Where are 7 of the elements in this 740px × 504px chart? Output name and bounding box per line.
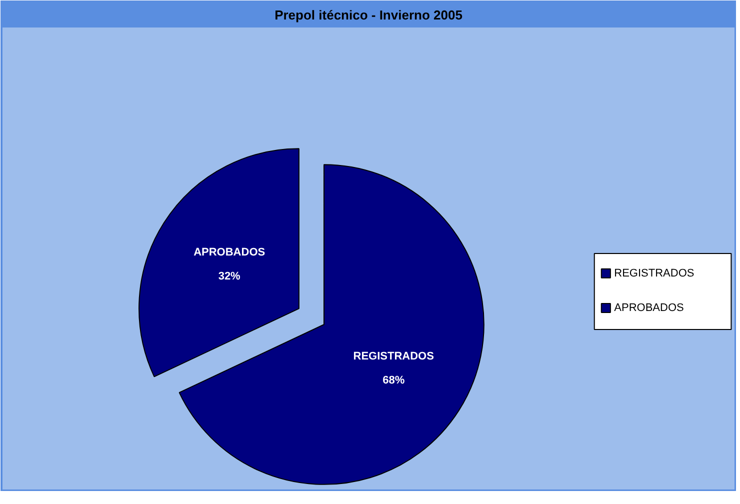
data-label: 32%	[218, 270, 241, 282]
slice-label: APROBADOS	[194, 246, 266, 258]
slice-label: REGISTRADOS	[353, 350, 434, 363]
data-label: 68%	[382, 374, 405, 387]
legend-label: REGISTRADOS	[614, 267, 694, 280]
chart-title: Prepol itécnico - Invierno 2005	[274, 8, 462, 22]
legend-label: APROBADOS	[614, 302, 684, 314]
